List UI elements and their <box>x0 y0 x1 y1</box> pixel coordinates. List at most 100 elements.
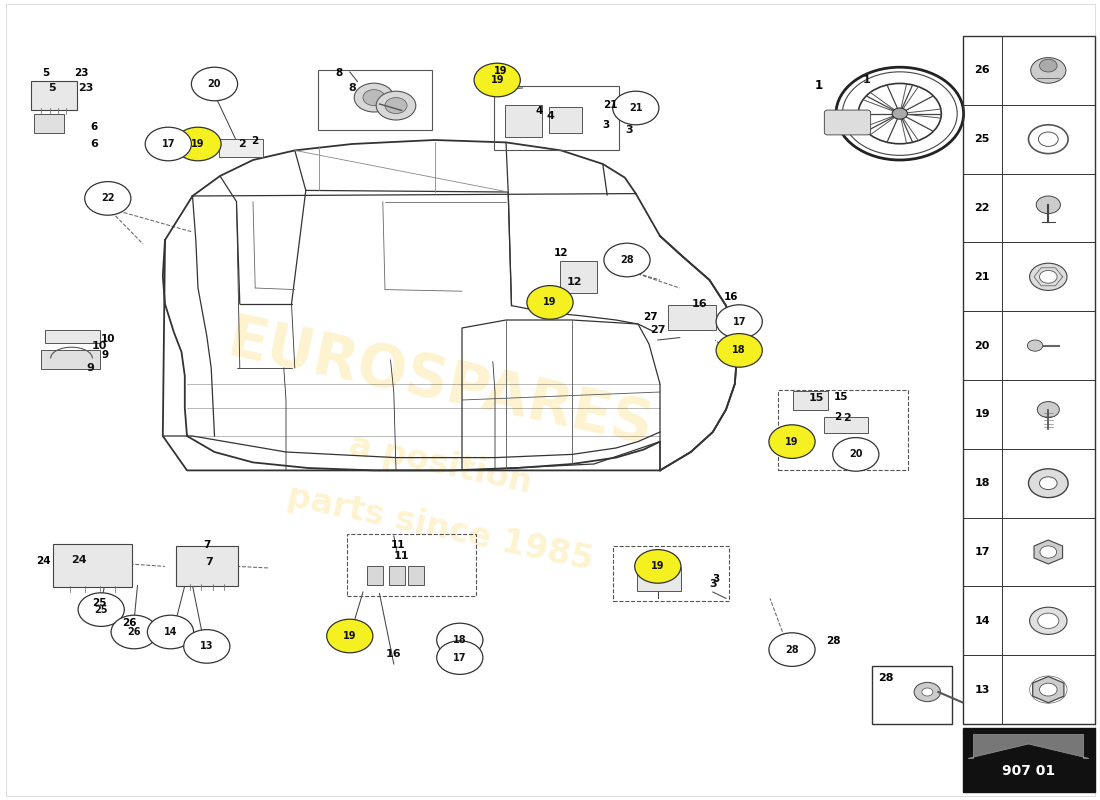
FancyBboxPatch shape <box>34 114 64 133</box>
Circle shape <box>1031 58 1066 83</box>
FancyBboxPatch shape <box>824 417 868 433</box>
Circle shape <box>474 63 520 97</box>
Circle shape <box>922 688 933 696</box>
Text: 26: 26 <box>122 618 138 627</box>
FancyBboxPatch shape <box>176 546 238 586</box>
Circle shape <box>85 182 131 215</box>
Text: 19: 19 <box>543 298 557 307</box>
Circle shape <box>716 334 762 367</box>
Text: 22: 22 <box>975 203 990 213</box>
Text: 17: 17 <box>453 653 466 662</box>
Text: 13: 13 <box>200 642 213 651</box>
Circle shape <box>175 127 221 161</box>
Circle shape <box>914 682 940 702</box>
FancyBboxPatch shape <box>41 350 100 369</box>
Text: 15: 15 <box>834 392 848 402</box>
Text: 907 01: 907 01 <box>1002 763 1055 778</box>
Circle shape <box>1040 683 1057 696</box>
Text: 6: 6 <box>90 139 99 149</box>
Text: 12: 12 <box>553 248 569 258</box>
Circle shape <box>437 641 483 674</box>
Text: 27: 27 <box>644 312 658 322</box>
Circle shape <box>354 83 394 112</box>
Circle shape <box>145 127 191 161</box>
FancyBboxPatch shape <box>53 544 132 587</box>
Text: 3: 3 <box>710 579 716 589</box>
Text: 21: 21 <box>975 272 990 282</box>
Circle shape <box>1037 613 1059 629</box>
Circle shape <box>1027 340 1043 351</box>
Text: EUROSPARES: EUROSPARES <box>222 311 658 457</box>
Circle shape <box>635 550 681 583</box>
Text: 16: 16 <box>724 292 738 302</box>
Circle shape <box>111 615 157 649</box>
Text: 13: 13 <box>975 685 990 694</box>
FancyBboxPatch shape <box>793 391 828 410</box>
Text: 16: 16 <box>692 299 707 309</box>
Circle shape <box>437 623 483 657</box>
Text: 26: 26 <box>975 66 990 75</box>
FancyBboxPatch shape <box>367 566 383 585</box>
Circle shape <box>1030 607 1067 634</box>
Text: 3: 3 <box>713 574 721 584</box>
Text: 8: 8 <box>336 68 342 78</box>
Circle shape <box>1037 402 1059 418</box>
Circle shape <box>78 593 124 626</box>
Text: 19: 19 <box>785 437 799 446</box>
FancyBboxPatch shape <box>962 728 1094 792</box>
Text: 10: 10 <box>101 334 116 344</box>
FancyBboxPatch shape <box>668 305 716 330</box>
Text: 7: 7 <box>204 540 210 550</box>
FancyBboxPatch shape <box>389 566 405 585</box>
Circle shape <box>1040 59 1057 72</box>
Text: 17: 17 <box>975 547 990 557</box>
Circle shape <box>604 243 650 277</box>
Text: 19: 19 <box>975 410 990 419</box>
Text: 26: 26 <box>128 627 141 637</box>
Circle shape <box>527 286 573 319</box>
Text: 1: 1 <box>815 79 823 92</box>
Circle shape <box>376 91 416 120</box>
Text: 9: 9 <box>101 350 108 360</box>
Text: 18: 18 <box>453 635 466 645</box>
Circle shape <box>363 90 385 106</box>
FancyBboxPatch shape <box>637 567 681 591</box>
FancyBboxPatch shape <box>824 110 870 135</box>
Text: 21: 21 <box>629 103 642 113</box>
Text: 20: 20 <box>849 450 862 459</box>
Text: 19: 19 <box>491 75 504 85</box>
Circle shape <box>833 438 879 471</box>
Circle shape <box>147 615 194 649</box>
Circle shape <box>191 67 238 101</box>
Text: 16: 16 <box>386 650 402 659</box>
Text: 24: 24 <box>36 556 51 566</box>
Text: 14: 14 <box>975 616 990 626</box>
Text: 25: 25 <box>95 605 108 614</box>
Text: 10: 10 <box>91 341 107 350</box>
Text: 2: 2 <box>238 139 246 149</box>
Text: 1: 1 <box>862 75 871 85</box>
Text: 11: 11 <box>394 551 409 561</box>
Text: 3: 3 <box>603 120 611 130</box>
Text: 2: 2 <box>834 412 842 422</box>
Circle shape <box>769 425 815 458</box>
Text: 8: 8 <box>348 83 356 93</box>
Text: 25: 25 <box>91 598 107 608</box>
Circle shape <box>1036 196 1060 214</box>
Text: 2: 2 <box>251 136 258 146</box>
Polygon shape <box>1034 540 1063 564</box>
Text: 19: 19 <box>343 631 356 641</box>
Circle shape <box>1040 477 1057 490</box>
Text: 18: 18 <box>975 478 990 488</box>
Text: 27: 27 <box>650 325 666 334</box>
Text: 12: 12 <box>566 277 582 286</box>
Circle shape <box>1030 263 1067 290</box>
Circle shape <box>1040 546 1057 558</box>
FancyBboxPatch shape <box>408 566 424 585</box>
Polygon shape <box>1033 677 1064 702</box>
Polygon shape <box>968 734 1089 758</box>
Text: 4: 4 <box>546 111 554 121</box>
Text: 17: 17 <box>733 317 746 326</box>
Text: 11: 11 <box>390 540 406 550</box>
Circle shape <box>716 305 762 338</box>
